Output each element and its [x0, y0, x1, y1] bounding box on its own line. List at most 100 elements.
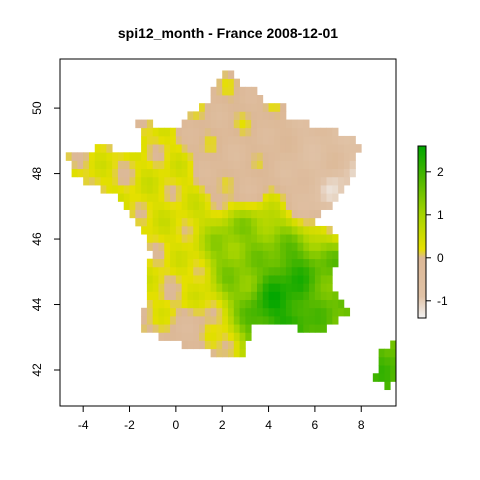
raster-cell: [199, 201, 206, 210]
raster-cell: [181, 242, 188, 251]
raster-cell: [216, 299, 223, 309]
raster-cell: [146, 185, 154, 194]
raster-cell: [199, 127, 206, 137]
raster-cell: [193, 258, 200, 268]
raster-cell: [309, 152, 316, 161]
raster-cell: [175, 234, 183, 243]
raster-cell: [245, 291, 252, 300]
raster-cell: [187, 324, 194, 333]
raster-cell: [274, 217, 281, 227]
raster-cell: [94, 152, 101, 161]
raster-cell: [256, 119, 264, 129]
raster-cell: [280, 127, 287, 137]
raster-cell: [175, 168, 183, 178]
raster-cell: [297, 258, 304, 268]
raster-cell: [222, 266, 229, 276]
raster-cell: [233, 250, 240, 260]
raster-cell: [262, 307, 269, 317]
raster-cell: [280, 111, 287, 120]
raster-cell: [245, 111, 252, 120]
raster-cell: [204, 275, 212, 284]
raster-cell: [268, 144, 275, 153]
raster-cell: [152, 258, 159, 268]
raster-cell: [297, 291, 304, 300]
raster-cell: [210, 324, 217, 333]
raster-cell: [222, 160, 229, 170]
raster-cell: [291, 242, 298, 251]
raster-cell: [152, 201, 159, 210]
raster-cell: [187, 266, 194, 276]
raster-cell: [216, 258, 223, 268]
raster-cell: [146, 193, 154, 202]
raster-cell: [135, 119, 142, 129]
raster-cell: [314, 283, 322, 292]
raster-cell: [262, 258, 269, 268]
raster-cell: [193, 185, 200, 194]
raster-cell: [204, 176, 212, 186]
raster-cell: [228, 135, 235, 145]
raster-cell: [210, 217, 217, 227]
raster-cell: [152, 324, 159, 333]
raster-cell: [320, 144, 327, 153]
raster-cell: [158, 168, 165, 178]
raster-cell: [216, 135, 223, 145]
raster-cell: [204, 258, 212, 268]
raster-cell: [181, 193, 188, 202]
raster-cell: [175, 152, 183, 161]
raster-cell: [297, 168, 304, 178]
raster-cell: [187, 217, 194, 227]
raster-cell: [175, 283, 183, 292]
raster-cell: [280, 250, 287, 260]
raster-cell: [309, 258, 316, 268]
raster-cell: [175, 258, 183, 268]
raster-cell: [372, 373, 380, 382]
raster-cell: [326, 168, 333, 178]
raster-cell: [280, 242, 287, 251]
raster-cell: [285, 135, 293, 145]
raster-cell: [210, 86, 217, 96]
raster-cell: [204, 185, 212, 194]
raster-cell: [303, 193, 310, 202]
raster-cell: [164, 234, 171, 243]
raster-cell: [309, 315, 316, 325]
raster-cell: [285, 275, 293, 284]
raster-cell: [303, 291, 310, 300]
raster-cell: [216, 95, 223, 104]
raster-cell: [251, 119, 258, 129]
raster-cell: [106, 168, 113, 178]
raster-cell: [256, 152, 264, 161]
raster-cell: [123, 201, 130, 210]
raster-cell: [326, 127, 333, 137]
raster-cell: [297, 127, 304, 137]
raster-cell: [71, 160, 78, 170]
raster-cell: [228, 168, 235, 178]
raster-cell: [228, 283, 235, 292]
raster-cell: [222, 103, 229, 112]
raster-cell: [146, 234, 154, 243]
raster-cell: [239, 266, 246, 276]
raster-cell: [332, 185, 339, 194]
raster-cell: [251, 299, 258, 309]
raster-cell: [170, 324, 177, 333]
raster-cell: [193, 234, 200, 243]
raster-cell: [297, 135, 304, 145]
raster-cell: [291, 266, 298, 276]
raster-cell: [210, 201, 217, 210]
raster-cell: [378, 373, 385, 382]
raster-cell: [199, 152, 206, 161]
raster-cell: [320, 258, 327, 268]
raster-cell: [251, 225, 258, 235]
raster-cell: [239, 168, 246, 178]
raster-cell: [233, 78, 240, 88]
raster-cell: [274, 119, 281, 129]
raster-cell: [193, 315, 200, 325]
map-title: spi12_month - France 2008-12-01: [118, 25, 338, 41]
raster-cell: [228, 78, 235, 88]
raster-cell: [233, 209, 240, 219]
raster-cell: [239, 160, 246, 170]
raster-cell: [123, 160, 130, 170]
raster-cell: [164, 127, 171, 137]
raster-cell: [199, 103, 206, 112]
raster-cell: [158, 283, 165, 292]
raster-cell: [187, 160, 194, 170]
